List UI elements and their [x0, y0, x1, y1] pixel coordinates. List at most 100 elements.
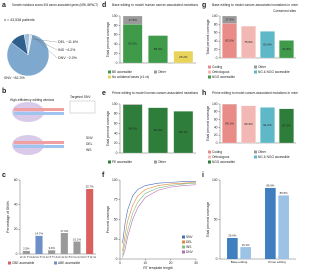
legend-label: DNV [186, 250, 194, 254]
legend-swatch [254, 70, 257, 74]
value-label: 95.3% [244, 122, 253, 126]
panel-label: d [102, 2, 106, 9]
chart-title: Prime editing to model cancer-associated… [212, 91, 298, 95]
y-tick-label: 20 [114, 141, 118, 145]
bar-segment [241, 26, 256, 59]
panel-label: c [2, 172, 6, 179]
bar-segment [173, 51, 194, 64]
bar [86, 189, 94, 254]
y-tick-label: 40 [14, 203, 18, 207]
value-label: 2.5% [23, 247, 30, 251]
value-label: 3.0% [48, 246, 55, 250]
diagram-label: High-efficiency editing window [10, 98, 55, 102]
y-tick-label: 20 [14, 227, 18, 231]
line [122, 181, 196, 244]
slice-value: ~4.2% [65, 48, 76, 52]
bar-segment [148, 107, 168, 154]
legend-label: CBE accessible [12, 261, 35, 265]
legend-swatch [182, 250, 185, 254]
legend-label: Coding [212, 150, 222, 154]
y-tick-label: 60 [214, 31, 218, 35]
bar-segment [279, 108, 294, 144]
y-tick-label: 20 [114, 51, 118, 55]
value-label: 80.5% [280, 191, 288, 195]
value-label: 99.1% [225, 121, 234, 125]
y-tick-label: 40 [214, 39, 218, 43]
bar [48, 250, 56, 254]
legend-label: PE accessible [112, 160, 132, 164]
value-label: 25.2% [179, 55, 188, 59]
bar [22, 250, 30, 254]
value-label: 17.5% [225, 17, 234, 21]
slice-value: ~2.0% [67, 56, 78, 60]
legend-swatch [208, 75, 211, 79]
legend-swatch [254, 150, 257, 154]
diagram-label: SNV [86, 136, 94, 140]
value-label: 26.6% [228, 234, 236, 238]
bar [35, 235, 43, 254]
bar-segment [173, 111, 194, 154]
x-tick-label: Base editing [231, 260, 248, 264]
legend-swatch [154, 70, 157, 74]
y-axis-label: Total percent coverage [206, 19, 210, 54]
diagram-label: Targeted SNV [70, 95, 91, 99]
y-tick-label: 0 [116, 151, 118, 155]
legend-swatch [108, 160, 111, 164]
x-tick-label: 30 [194, 261, 198, 265]
value-label: 58.4% [154, 47, 163, 51]
leader [30, 34, 58, 59]
bar-segment [279, 40, 294, 59]
legend-label: No collateral bases (±1 nt) [112, 75, 149, 79]
value-label: 17.5% [128, 18, 137, 22]
panel-label: g [202, 2, 206, 9]
bar-segment [260, 107, 275, 144]
x-tick-label: A>T T>A [46, 255, 58, 259]
y-tick-label: 40 [114, 131, 118, 135]
slice-label: SNV~82.3% [4, 76, 25, 80]
dna-strand [14, 145, 64, 148]
subtitle: n = 43,538 patients [4, 18, 35, 22]
legend-label: Coding [212, 65, 222, 69]
x-axis-label: RT template length [143, 266, 172, 270]
legend-swatch [182, 245, 185, 249]
y-tick-label: 60 [14, 178, 18, 182]
legend-swatch [254, 155, 257, 159]
bar [60, 233, 68, 254]
dna-strand [14, 112, 64, 115]
panel-label: b [2, 88, 6, 95]
y-tick-label: 100 [212, 178, 218, 182]
value-label: 10.1% [73, 237, 81, 241]
slice-name: DNV [58, 56, 66, 60]
legend-label: Orthologous [212, 155, 230, 159]
line [122, 182, 197, 256]
line [122, 182, 197, 252]
x-tick-label: C>A G>T [58, 255, 71, 259]
legend-label: Other [158, 70, 167, 74]
y-tick-label: 100 [112, 102, 118, 106]
value-label: 87.6% [282, 124, 291, 128]
value-label: 98.3% [128, 127, 137, 131]
legend-swatch [208, 155, 211, 159]
value-label: 82.5% [225, 38, 234, 42]
legend-swatch [182, 240, 185, 244]
slice-value: ~11.6% [66, 40, 79, 44]
slice-label: INS~4.2% [58, 48, 76, 52]
y-tick-label: 40 [114, 42, 118, 46]
figure: b High-efficiency editing window Targete… [2, 2, 298, 270]
value-label: 41.8% [282, 47, 291, 51]
slice-name: DEL [58, 40, 65, 44]
y-tick-label: 40 [214, 125, 218, 129]
y-axis-label: Total percent coverage [206, 106, 210, 141]
bar-segment [260, 31, 275, 59]
x-tick-label: C>T G>A [83, 255, 96, 259]
x-tick-label: A>G T>C [33, 255, 46, 259]
diagram-label: DEL [86, 142, 93, 146]
y-tick-label: 75 [114, 198, 118, 202]
slice-value: ~82.3% [12, 76, 25, 80]
value-label: 14.7% [35, 232, 43, 236]
bar-segment [122, 15, 143, 25]
legend-swatch [208, 70, 211, 74]
legend-label: INS [186, 245, 191, 249]
legend-label: ABE accessible [58, 261, 80, 265]
y-tick-label: 0 [116, 257, 118, 261]
